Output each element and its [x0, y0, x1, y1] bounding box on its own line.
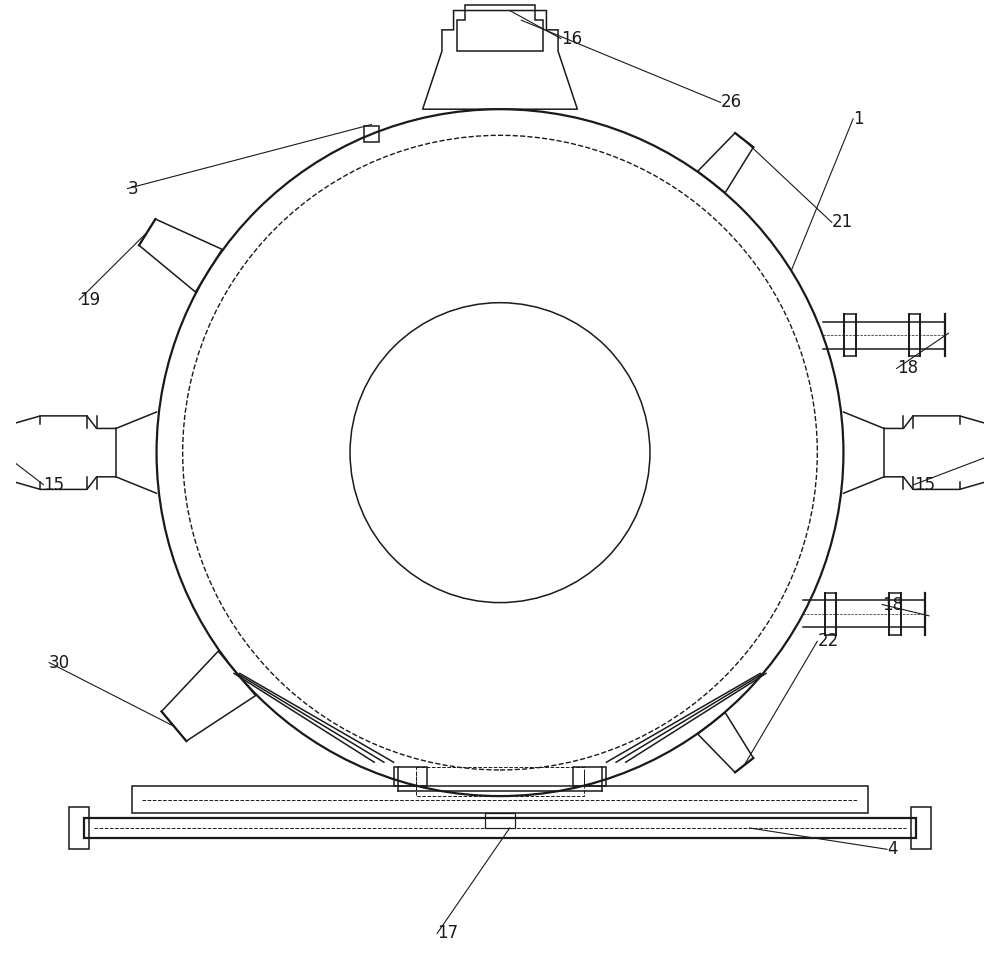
Text: 18: 18 — [897, 359, 918, 378]
Text: 15: 15 — [43, 476, 64, 493]
Text: 30: 30 — [49, 654, 70, 671]
Text: 21: 21 — [832, 213, 853, 232]
Text: 16: 16 — [561, 29, 582, 48]
Bar — [573, 767, 606, 786]
Text: 1: 1 — [853, 110, 864, 127]
Bar — [416, 767, 584, 796]
Text: 3: 3 — [128, 180, 138, 198]
Bar — [364, 126, 379, 142]
Text: 4: 4 — [887, 841, 897, 858]
Bar — [911, 807, 931, 849]
Text: 22: 22 — [817, 632, 839, 650]
Bar — [485, 813, 515, 828]
Text: 15: 15 — [914, 476, 935, 493]
Text: 19: 19 — [79, 291, 100, 308]
Text: 17: 17 — [437, 924, 458, 943]
Bar — [84, 818, 916, 838]
Bar — [132, 786, 868, 813]
Text: 18: 18 — [882, 595, 903, 614]
Bar — [69, 807, 89, 849]
Text: 26: 26 — [721, 93, 742, 112]
Bar — [394, 767, 427, 786]
